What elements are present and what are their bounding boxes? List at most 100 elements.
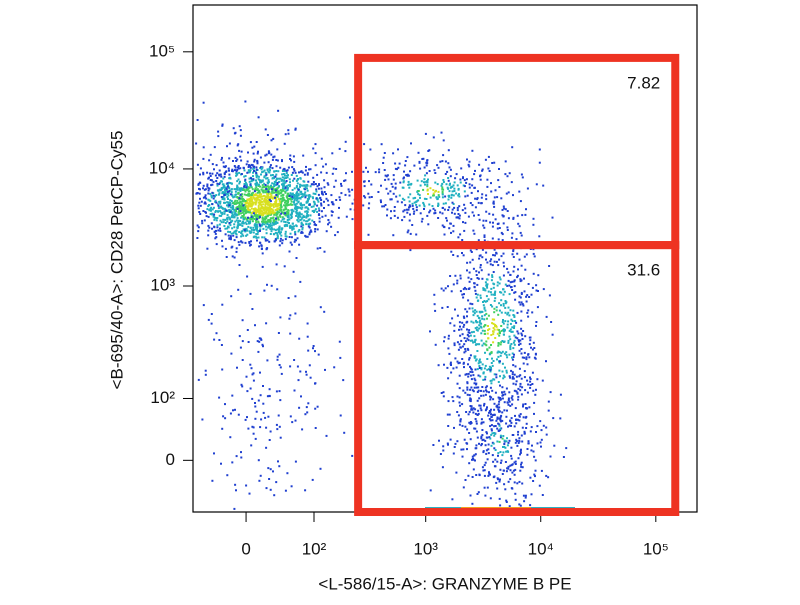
event-dot	[514, 414, 516, 417]
event-dot	[230, 246, 233, 249]
event-dot	[518, 503, 521, 506]
event-dot	[406, 174, 409, 177]
event-dot	[270, 194, 273, 197]
event-dot	[498, 409, 500, 412]
event-dot	[474, 309, 477, 312]
event-dot	[276, 221, 279, 224]
event-dot	[279, 436, 282, 439]
event-dot	[461, 321, 464, 324]
event-dot	[263, 169, 266, 172]
event-dot	[442, 449, 445, 452]
event-dot	[403, 170, 405, 173]
event-dot	[465, 411, 468, 413]
event-dot	[407, 208, 410, 211]
event-dot	[229, 224, 232, 227]
event-dot	[469, 365, 471, 368]
event-dot	[279, 366, 282, 369]
event-dot	[202, 146, 205, 149]
event-dot	[439, 211, 442, 214]
event-dot	[290, 198, 292, 201]
event-dot	[266, 209, 268, 212]
event-dot	[266, 169, 269, 171]
event-dot	[208, 209, 211, 212]
event-dot	[300, 184, 303, 187]
event-dot	[316, 185, 319, 188]
event-dot	[532, 480, 535, 482]
event-dot	[280, 212, 283, 215]
event-dot	[442, 202, 445, 205]
event-dot	[261, 171, 264, 174]
event-dot	[514, 463, 517, 465]
event-dot	[474, 368, 477, 371]
event-dot	[526, 379, 529, 382]
event-dot	[538, 161, 541, 164]
event-dot	[527, 353, 530, 356]
event-dot	[254, 207, 257, 210]
event-dot	[203, 202, 206, 205]
event-dot	[441, 182, 444, 185]
event-dot	[202, 184, 205, 187]
event-dot	[466, 158, 468, 161]
event-dot	[306, 335, 309, 338]
event-dot	[255, 166, 258, 169]
event-dot	[491, 364, 494, 367]
event-dot	[295, 257, 298, 259]
event-dot	[216, 189, 219, 192]
event-dot	[204, 202, 207, 205]
event-dot	[412, 212, 415, 215]
event-dot	[250, 214, 253, 217]
event-dot	[283, 168, 286, 171]
event-dot	[487, 474, 490, 477]
event-dot	[379, 199, 382, 202]
event-dot	[533, 455, 536, 458]
event-dot	[499, 343, 502, 346]
event-dot	[209, 199, 212, 202]
event-dot	[527, 442, 530, 445]
event-dot	[241, 340, 244, 343]
event-dot	[224, 233, 227, 236]
event-dot	[511, 352, 514, 355]
event-dot	[300, 395, 302, 398]
event-dot	[224, 403, 226, 406]
event-dot	[476, 326, 478, 329]
event-dot	[303, 184, 306, 187]
event-dot	[515, 238, 518, 241]
event-dot	[504, 461, 507, 463]
event-dot	[243, 193, 246, 196]
event-dot	[224, 417, 227, 420]
event-dot	[451, 190, 454, 193]
event-dot	[351, 202, 354, 205]
event-dot	[259, 241, 262, 244]
event-dot	[496, 196, 499, 199]
event-dot	[251, 425, 254, 428]
event-dot	[481, 429, 484, 431]
event-dot	[503, 409, 506, 412]
event-dot	[469, 354, 472, 357]
event-dot	[519, 451, 522, 454]
event-dot	[496, 358, 498, 361]
event-dot	[511, 398, 514, 401]
event-dot	[464, 340, 467, 343]
event-dot	[437, 205, 439, 207]
event-dot	[277, 109, 280, 112]
event-dot	[306, 207, 309, 210]
event-dot	[292, 155, 295, 158]
event-dot	[276, 182, 279, 184]
event-dot	[257, 459, 260, 462]
event-dot	[270, 188, 273, 191]
event-dot	[479, 178, 482, 181]
event-dot	[238, 182, 241, 185]
event-dot	[454, 177, 457, 180]
event-dot	[362, 170, 365, 173]
event-dot	[268, 167, 271, 170]
event-dot	[394, 162, 397, 165]
event-dot	[505, 440, 508, 443]
event-dot	[284, 186, 287, 189]
event-dot	[511, 146, 514, 149]
event-dot	[484, 289, 487, 292]
event-dot	[459, 274, 462, 277]
event-dot	[244, 175, 247, 177]
event-dot	[259, 207, 262, 210]
event-dot	[402, 210, 405, 213]
event-dot	[399, 181, 402, 184]
